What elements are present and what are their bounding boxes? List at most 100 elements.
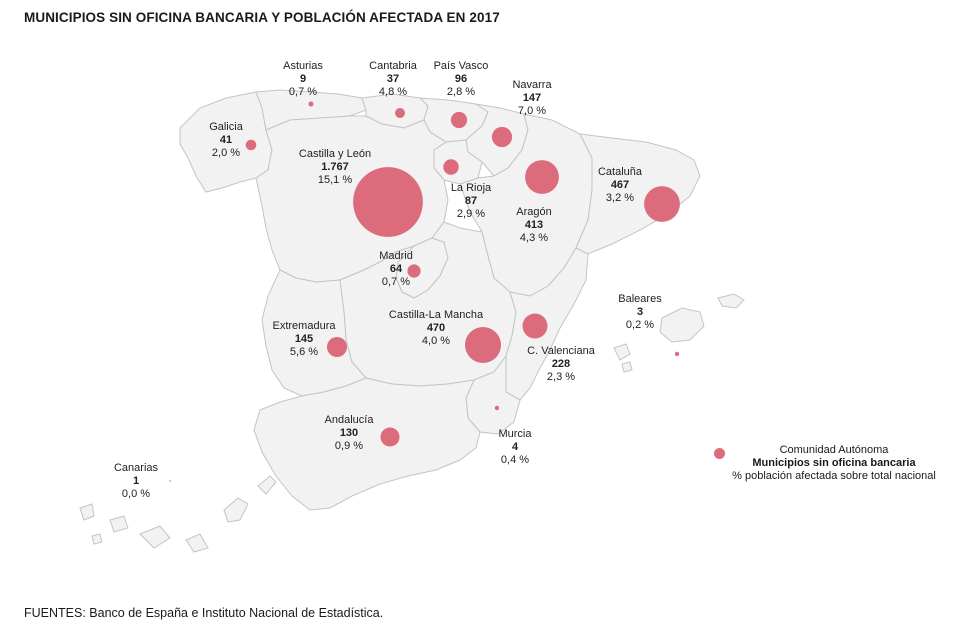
bubble-castilla-leon xyxy=(353,167,423,237)
region-canarias-6 xyxy=(257,475,277,495)
region-municipios: 1 xyxy=(132,475,140,487)
label-cantabria: Cantabria 37 4,8 % xyxy=(333,60,453,99)
label-madrid: Madrid 64 0,7 % xyxy=(336,250,456,289)
bubble-canarias xyxy=(169,480,171,482)
region-municipios: 4 xyxy=(511,441,519,453)
region-municipios: 147 xyxy=(522,92,542,104)
label-baleares: Baleares 3 0,2 % xyxy=(580,293,700,332)
label-navarra: Navarra 147 7,0 % xyxy=(472,79,592,118)
label-asturias: Asturias 9 0,7 % xyxy=(243,60,363,99)
region-municipios: 41 xyxy=(219,134,233,146)
legend-line-poblacion: % población afectada sobre total naciona… xyxy=(732,470,936,482)
bubble-castilla-la-mancha xyxy=(465,327,501,363)
region-poblacion: 4,0 % xyxy=(421,335,451,347)
region-poblacion: 7,0 % xyxy=(517,105,547,117)
label-andalucia: Andalucía 130 0,9 % xyxy=(289,414,409,453)
bubble-baleares xyxy=(674,351,680,357)
bubble-madrid xyxy=(407,264,421,278)
bubble-cataluna xyxy=(644,186,680,222)
region-poblacion: 15,1 % xyxy=(317,174,353,186)
region-poblacion: 2,0 % xyxy=(211,147,241,159)
region-name: Andalucía xyxy=(324,414,374,426)
bubble-murcia xyxy=(494,405,500,411)
region-municipios: 413 xyxy=(524,219,544,231)
bubble-asturias xyxy=(308,101,314,107)
label-cataluna: Cataluña 467 3,2 % xyxy=(560,166,680,205)
region-municipios: 228 xyxy=(551,358,571,370)
region-name: Navarra xyxy=(512,79,552,91)
region-municipios: 3 xyxy=(636,306,644,318)
region-municipios: 467 xyxy=(610,179,630,191)
region-canarias-4 xyxy=(185,533,209,553)
region-cataluna xyxy=(575,133,701,255)
region-poblacion: 0,2 % xyxy=(625,319,655,331)
region-poblacion: 2,9 % xyxy=(456,208,486,220)
region-baleares-formentera xyxy=(621,361,633,373)
bubble-layer xyxy=(169,101,680,482)
region-name: La Rioja xyxy=(450,182,492,194)
region-baleares-ibiza xyxy=(613,343,631,361)
bubble-andalucia xyxy=(380,427,400,447)
bubble-navarra xyxy=(491,126,513,148)
region-name: Castilla y León xyxy=(298,148,372,160)
region-name: País Vasco xyxy=(433,60,489,72)
region-name: Murcia xyxy=(498,428,532,440)
region-poblacion: 3,2 % xyxy=(605,192,635,204)
label-castilla-leon: Castilla y León 1.767 15,1 % xyxy=(275,148,395,187)
region-name: Castilla-La Mancha xyxy=(388,309,484,321)
region-name: Baleares xyxy=(618,293,662,305)
bubble-la-rioja xyxy=(443,159,459,175)
region-canarias-2 xyxy=(109,515,129,533)
region-poblacion: 0,0 % xyxy=(121,488,151,500)
region-canarias-3 xyxy=(139,525,171,549)
region-canarias-7 xyxy=(91,533,103,545)
region-poblacion: 0,4 % xyxy=(500,454,530,466)
map-title: MUNICIPIOS SIN OFICINA BANCARIA Y POBLAC… xyxy=(24,10,500,25)
region-name: Cataluña xyxy=(597,166,643,178)
region-poblacion: 4,3 % xyxy=(519,232,549,244)
source-note: FUENTES: Banco de España e Instituto Nac… xyxy=(24,606,384,620)
label-murcia: Murcia 4 0,4 % xyxy=(455,428,575,467)
region-name: Extremadura xyxy=(272,320,336,332)
region-name: Asturias xyxy=(283,60,323,72)
region-poblacion: 0,7 % xyxy=(381,276,411,288)
label-canarias: Canarias 1 0,0 % xyxy=(76,462,196,501)
label-aragon: Aragón 413 4,3 % xyxy=(474,206,594,245)
label-pais-vasco: País Vasco 96 2,8 % xyxy=(401,60,521,99)
legend-bubble-icon xyxy=(714,448,725,459)
legend-line-community: Comunidad Autónoma xyxy=(779,444,889,456)
region-municipios: 130 xyxy=(339,427,359,439)
region-canarias-1 xyxy=(79,503,95,521)
region-municipios: 470 xyxy=(426,322,446,334)
region-municipios: 64 xyxy=(389,263,403,275)
region-baleares-mallorca xyxy=(659,307,705,343)
region-municipios: 37 xyxy=(386,73,400,85)
region-municipios: 145 xyxy=(294,333,314,345)
label-extremadura: Extremadura 145 5,6 % xyxy=(244,320,364,359)
region-municipios: 9 xyxy=(299,73,307,85)
label-galicia: Galicia 41 2,0 % xyxy=(166,121,286,160)
label-la-rioja: La Rioja 87 2,9 % xyxy=(411,182,531,221)
region-municipios: 96 xyxy=(454,73,468,85)
region-asturias xyxy=(255,89,367,131)
region-poblacion: 4,8 % xyxy=(378,86,408,98)
bubble-c-valenciana xyxy=(522,313,548,339)
legend-line-municipios: Municipios sin oficina bancaria xyxy=(752,457,916,469)
region-name: Galicia xyxy=(209,121,243,133)
region-andalucia xyxy=(253,377,481,511)
region-municipios: 87 xyxy=(464,195,478,207)
region-poblacion: 0,7 % xyxy=(288,86,318,98)
region-shapes xyxy=(79,89,745,553)
region-poblacion: 2,3 % xyxy=(546,371,576,383)
region-canarias-5 xyxy=(223,497,249,523)
bubble-cantabria xyxy=(395,108,405,118)
region-name: Cantabria xyxy=(369,60,417,72)
bubble-galicia xyxy=(245,139,257,151)
region-name: C. Valenciana xyxy=(527,345,595,357)
bubble-extremadura xyxy=(327,337,347,357)
legend-text: Comunidad Autónoma Municipios sin oficin… xyxy=(714,444,954,483)
bubble-aragon xyxy=(525,160,559,194)
region-poblacion: 0,9 % xyxy=(334,440,364,452)
region-name: Aragón xyxy=(516,206,552,218)
